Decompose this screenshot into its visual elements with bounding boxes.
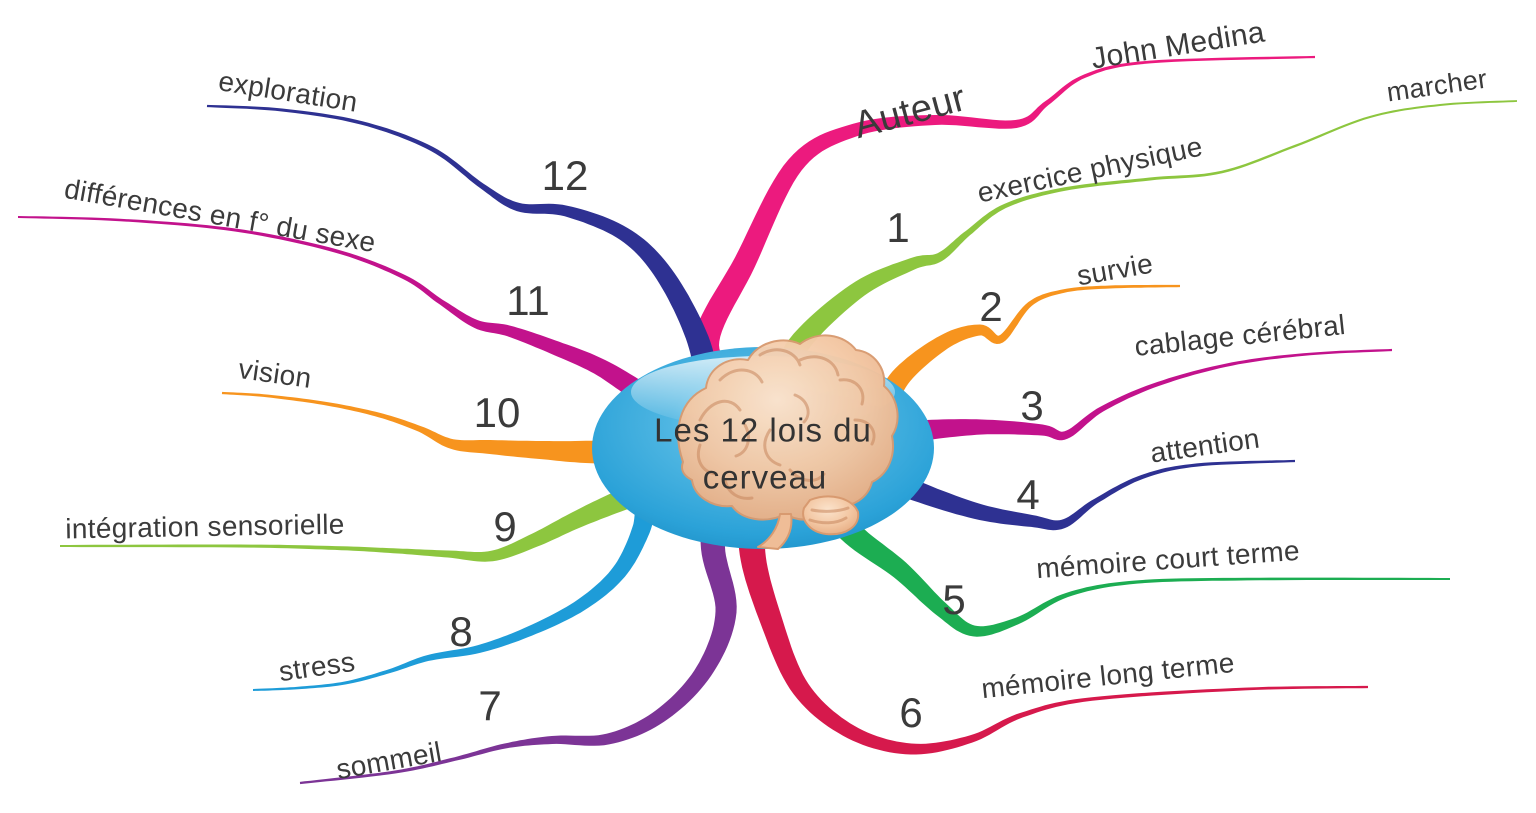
branch-path-differences-sexe	[18, 216, 688, 431]
brain-icon	[677, 334, 899, 550]
central-topic	[592, 334, 934, 550]
branch-path-exercice-physique	[776, 100, 1517, 401]
branch-path-survie	[869, 284, 1180, 425]
branch-path-vision	[221, 391, 701, 464]
branch-path-attention	[854, 453, 1295, 531]
branch-path-auteur	[693, 55, 1315, 409]
branch-path-exploration	[206, 104, 723, 403]
branch-path-cablage-cerebral	[867, 348, 1392, 453]
branch-path-memoire-court-terme	[816, 476, 1450, 637]
branch-path-integration-sensorielle	[60, 457, 705, 562]
